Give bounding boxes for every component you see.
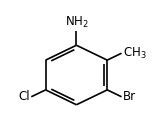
Text: Cl: Cl [18, 90, 30, 103]
Text: Br: Br [123, 90, 136, 103]
Text: CH$_3$: CH$_3$ [123, 46, 146, 61]
Text: NH$_2$: NH$_2$ [64, 15, 88, 30]
